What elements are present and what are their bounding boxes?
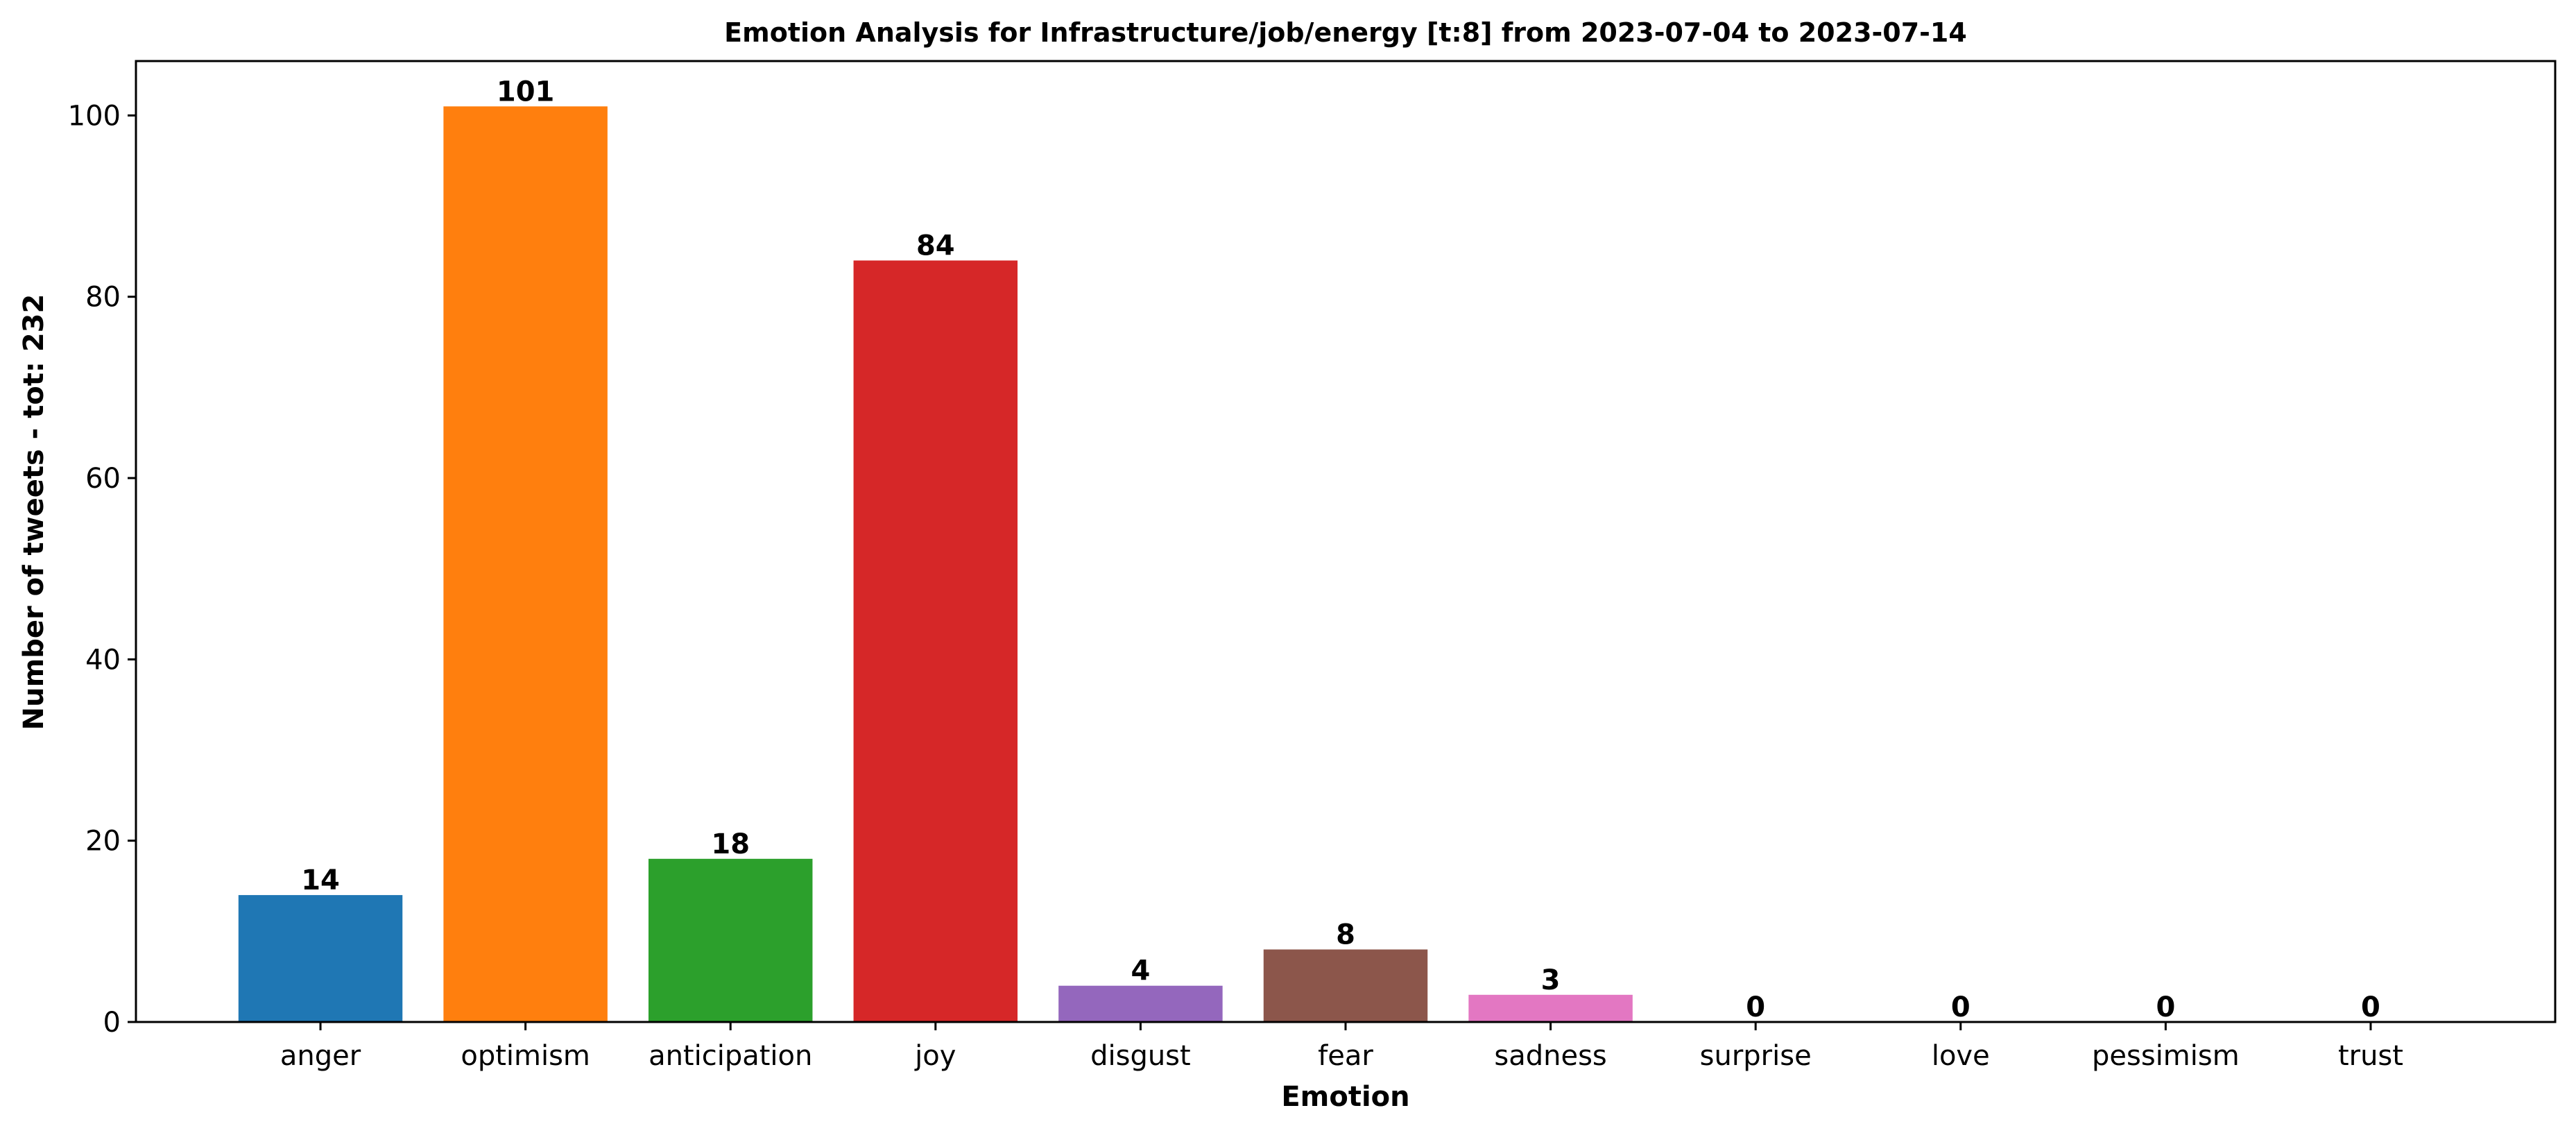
y-tick-label-0: 0: [103, 1007, 121, 1039]
y-tick-label-80: 80: [85, 282, 121, 314]
value-label-trust: 0: [2361, 991, 2380, 1023]
x-tick-label-optimism: optimism: [461, 1040, 590, 1072]
value-label-fear: 8: [1336, 919, 1355, 951]
plot-area: 14 101 18 84 4 8 3 0 0 0 0: [238, 76, 2380, 1023]
x-tick-label-joy: joy: [914, 1040, 956, 1072]
x-tick-label-love: love: [1932, 1040, 1990, 1072]
value-label-anticipation: 18: [711, 828, 750, 860]
bar-sadness: [1468, 994, 1633, 1022]
bar-joy: [853, 260, 1018, 1022]
y-axis: 0 20 40 60 80 100: [68, 100, 136, 1039]
y-tick-label-100: 100: [68, 100, 121, 132]
value-label-surprise: 0: [1746, 991, 1765, 1023]
bar-anger: [238, 895, 403, 1022]
y-tick-label-40: 40: [85, 644, 121, 676]
y-tick-label-60: 60: [85, 463, 121, 495]
x-tick-label-anger: anger: [280, 1040, 361, 1072]
value-label-anger: 14: [301, 864, 340, 896]
bar-fear: [1263, 949, 1428, 1022]
bar-anticipation: [648, 858, 813, 1022]
x-axis: anger optimism anticipation joy disgust fear s…: [280, 1022, 2403, 1072]
x-tick-label-anticipation: anticipation: [649, 1040, 812, 1072]
bar-disgust: [1058, 985, 1223, 1022]
x-tick-label-disgust: disgust: [1090, 1040, 1191, 1072]
value-label-joy: 84: [916, 230, 955, 262]
y-tick-label-20: 20: [85, 826, 121, 858]
value-label-love: 0: [1951, 991, 1970, 1023]
value-label-pessimism: 0: [2156, 991, 2175, 1023]
x-tick-label-sadness: sadness: [1494, 1040, 1606, 1072]
value-label-optimism: 101: [497, 76, 555, 108]
bar-optimism: [443, 106, 608, 1022]
x-tick-label-pessimism: pessimism: [2092, 1040, 2240, 1072]
value-label-disgust: 4: [1131, 955, 1150, 987]
x-tick-label-surprise: surprise: [1700, 1040, 1812, 1072]
x-tick-label-trust: trust: [2338, 1040, 2403, 1072]
y-axis-label: Number of tweets - tot: 232: [18, 294, 50, 731]
value-label-sadness: 3: [1541, 964, 1561, 996]
chart-title: Emotion Analysis for Infrastructure/job/…: [724, 17, 1967, 48]
x-axis-label: Emotion: [1281, 1081, 1409, 1113]
x-tick-label-fear: fear: [1318, 1040, 1373, 1072]
